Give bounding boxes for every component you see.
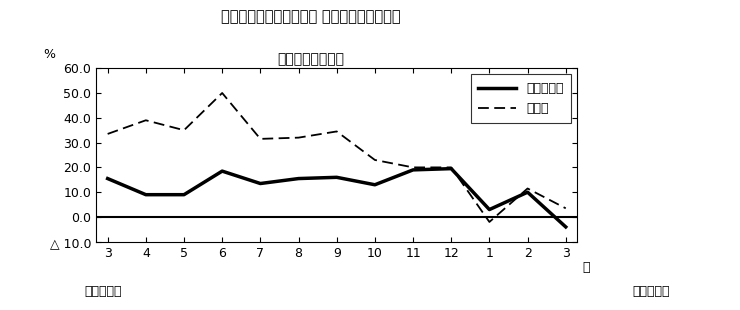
Text: 平成２２年: 平成２２年: [85, 285, 122, 298]
Legend: 調査産業計, 製造業: 調査産業計, 製造業: [471, 74, 571, 123]
Text: 第２図　所定外労働時間 対前年同月比の推移: 第２図 所定外労働時間 対前年同月比の推移: [221, 9, 400, 24]
Text: 月: 月: [583, 261, 591, 274]
Text: %: %: [44, 48, 56, 61]
Text: 平成２３年: 平成２３年: [633, 285, 670, 298]
Text: （規模５人以上）: （規模５人以上）: [278, 53, 344, 67]
